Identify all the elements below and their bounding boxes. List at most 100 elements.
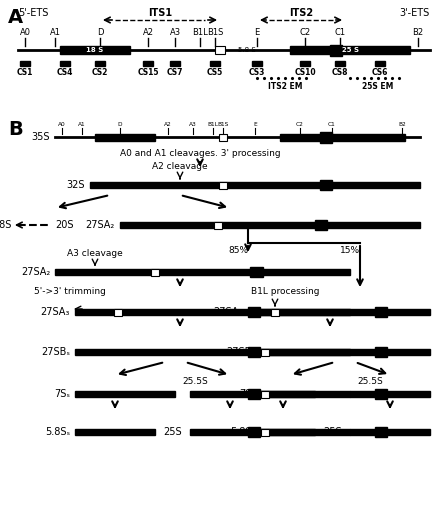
Text: CS8: CS8 xyxy=(332,68,348,77)
Bar xyxy=(75,349,350,355)
Bar xyxy=(114,308,122,315)
Text: 15%: 15% xyxy=(340,246,360,255)
Text: C2: C2 xyxy=(299,28,310,37)
Text: CS1: CS1 xyxy=(17,68,33,77)
Bar xyxy=(315,220,327,230)
Text: 5'->3' trimming: 5'->3' trimming xyxy=(34,287,106,296)
Bar xyxy=(20,60,30,66)
Text: A2 cleavage: A2 cleavage xyxy=(152,162,208,171)
Text: 3'-ETS: 3'-ETS xyxy=(400,8,430,18)
Bar xyxy=(248,347,260,357)
Text: 27SA₃: 27SA₃ xyxy=(41,307,70,317)
Text: 5.8 S: 5.8 S xyxy=(238,47,256,53)
Text: 27SA₂: 27SA₂ xyxy=(86,220,115,230)
Text: 7Sₗ: 7Sₗ xyxy=(239,389,253,399)
Text: CS3: CS3 xyxy=(249,68,265,77)
Bar xyxy=(375,389,387,399)
Text: B1L: B1L xyxy=(192,28,208,37)
Text: ITS2 EM: ITS2 EM xyxy=(268,82,302,91)
Text: 32S: 32S xyxy=(66,180,85,190)
Text: 27SBₛ: 27SBₛ xyxy=(41,347,70,357)
Text: CS15: CS15 xyxy=(137,68,159,77)
Text: B1S: B1S xyxy=(217,122,228,127)
Bar xyxy=(60,46,130,54)
Bar xyxy=(350,429,430,435)
Text: A3 cleavage: A3 cleavage xyxy=(67,249,123,258)
Bar xyxy=(290,46,410,54)
Bar xyxy=(170,60,180,66)
Text: CS6: CS6 xyxy=(372,68,388,77)
Text: A1: A1 xyxy=(78,122,86,127)
Bar xyxy=(248,309,430,315)
Bar xyxy=(120,222,420,228)
Text: 85%: 85% xyxy=(228,246,248,255)
Text: B2: B2 xyxy=(413,28,423,37)
Text: A2: A2 xyxy=(142,28,154,37)
Bar xyxy=(258,349,430,355)
Bar xyxy=(375,307,387,317)
Text: B1L: B1L xyxy=(207,122,219,127)
Text: C1: C1 xyxy=(328,122,336,127)
Text: 5.8Sₗ: 5.8Sₗ xyxy=(230,427,253,437)
Bar xyxy=(261,349,269,356)
Text: C1: C1 xyxy=(335,28,345,37)
Text: 35S: 35S xyxy=(31,132,50,142)
Bar xyxy=(60,60,70,66)
Text: 25.5S: 25.5S xyxy=(182,377,208,386)
Text: 18 S: 18 S xyxy=(86,47,103,53)
Bar xyxy=(252,60,262,66)
Text: A0: A0 xyxy=(58,122,66,127)
Text: B1L processing: B1L processing xyxy=(251,287,319,296)
Text: 27SA₂: 27SA₂ xyxy=(21,267,50,277)
Bar xyxy=(280,134,405,140)
Bar xyxy=(300,60,310,66)
Text: B2: B2 xyxy=(398,122,406,127)
Text: 5.8Sₛ: 5.8Sₛ xyxy=(45,427,70,437)
Bar xyxy=(258,391,315,397)
Text: B1S: B1S xyxy=(207,28,223,37)
Text: A3: A3 xyxy=(169,28,181,37)
Bar xyxy=(250,267,263,277)
Text: 20S: 20S xyxy=(55,220,73,230)
Bar xyxy=(219,181,227,189)
Bar xyxy=(248,307,260,317)
Text: 18S: 18S xyxy=(0,220,12,230)
Text: A: A xyxy=(8,8,23,27)
Bar xyxy=(190,429,350,435)
Bar xyxy=(75,309,350,315)
Text: ITS2: ITS2 xyxy=(289,8,313,18)
Text: 5'-ETS: 5'-ETS xyxy=(18,8,48,18)
Text: CS5: CS5 xyxy=(207,68,223,77)
Text: A0 and A1 cleavages. 3' processing: A0 and A1 cleavages. 3' processing xyxy=(120,149,280,158)
Bar xyxy=(55,269,350,275)
Text: 25S: 25S xyxy=(164,427,182,437)
Text: A1: A1 xyxy=(49,28,60,37)
Text: E: E xyxy=(254,28,260,37)
Bar xyxy=(330,45,342,56)
Text: C2: C2 xyxy=(296,122,304,127)
Bar xyxy=(210,60,220,66)
Bar xyxy=(219,134,227,140)
Text: ITS1: ITS1 xyxy=(148,8,172,18)
Text: CS4: CS4 xyxy=(57,68,73,77)
Text: 25S EM: 25S EM xyxy=(362,82,394,91)
Text: 25 S: 25 S xyxy=(341,47,358,53)
Text: 25.5S: 25.5S xyxy=(357,377,383,386)
Bar xyxy=(335,60,345,66)
Text: D: D xyxy=(97,28,103,37)
Text: D: D xyxy=(118,122,122,127)
Bar xyxy=(151,269,159,276)
Bar xyxy=(75,391,175,397)
Text: CS7: CS7 xyxy=(167,68,183,77)
Text: CS2: CS2 xyxy=(92,68,108,77)
Text: 7Sₛ: 7Sₛ xyxy=(54,389,70,399)
Text: 25S: 25S xyxy=(323,427,342,437)
Text: A0: A0 xyxy=(20,28,30,37)
Bar xyxy=(190,391,350,397)
Text: A2: A2 xyxy=(164,122,172,127)
Bar xyxy=(261,428,269,436)
Bar xyxy=(375,427,387,437)
Text: E: E xyxy=(253,122,257,127)
Text: B: B xyxy=(8,120,23,139)
Bar xyxy=(320,131,332,143)
